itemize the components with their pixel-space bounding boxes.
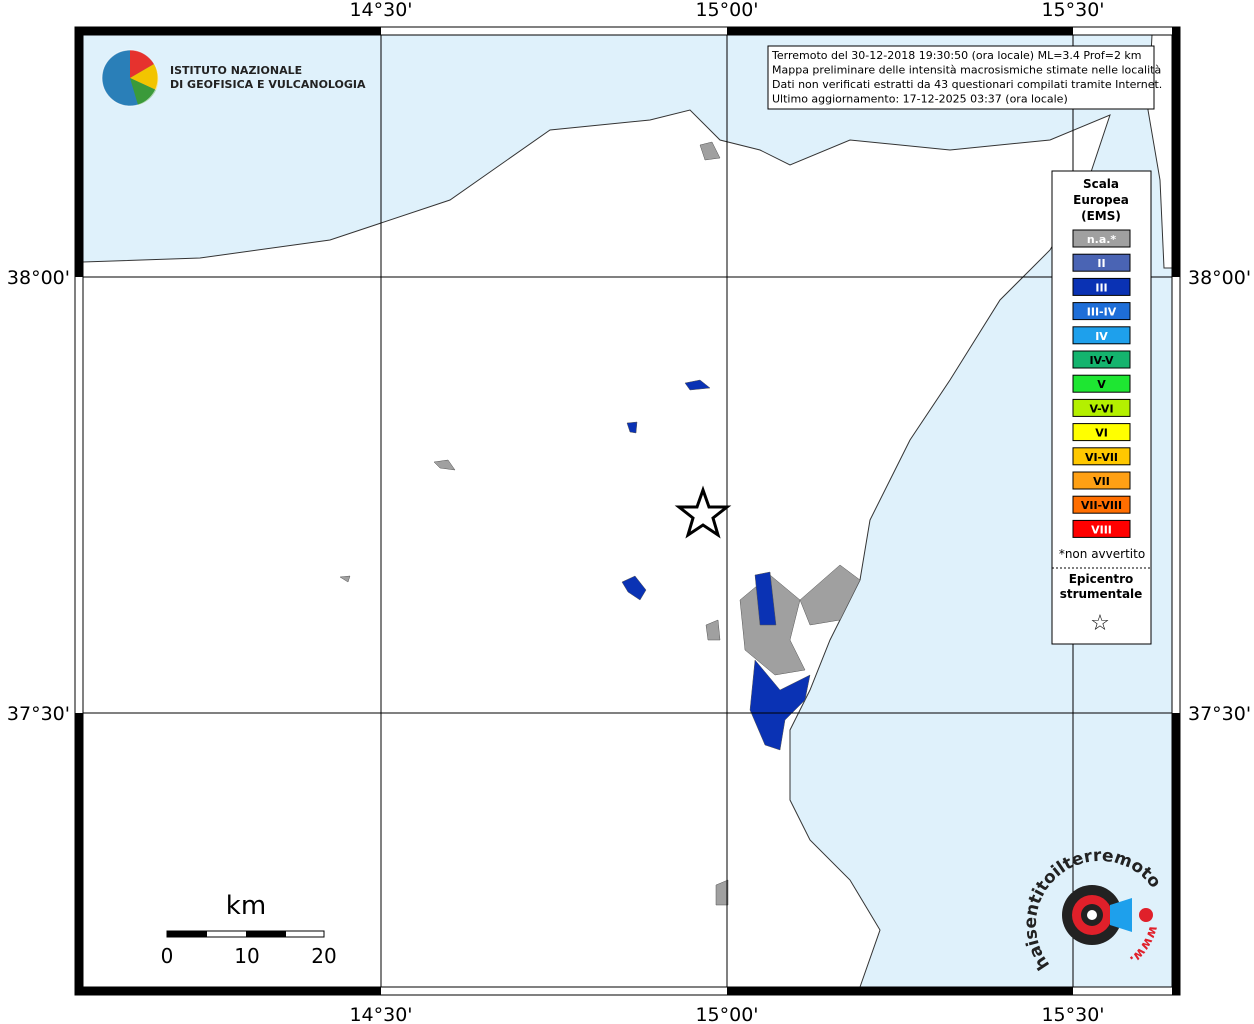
legend-swatch [1072,398,1131,417]
legend-label: II [1097,257,1105,270]
legend-label: IV [1095,330,1108,343]
lon-label: 15°30' [1041,1004,1104,1024]
legend-swatch [1072,447,1131,466]
legend-label: IV-V [1089,354,1114,367]
legend-swatch [1072,423,1131,442]
lon-label: 15°00' [695,0,758,21]
info-box [767,45,1155,110]
legend-note: *non avvertito [1059,547,1145,561]
legend-swatch [1072,374,1131,393]
legend-epicenter: Epicentro [1069,572,1134,586]
scale-label: 0 [161,944,174,968]
legend-swatch [1072,277,1131,296]
legend-label: III [1095,281,1107,294]
legend-label: VI-VII [1085,451,1118,464]
logo-text: ISTITUTO NAZIONALE [170,64,302,77]
scale-bar: km 0 10 20 [161,891,337,968]
legend-label: V-VI [1089,402,1113,415]
lon-label: 14°30' [349,1004,412,1024]
legend-swatch [1072,471,1131,490]
legend-label: VIII [1091,523,1112,536]
logo-text: DI GEOFISICA E VULCANOLOGIA [170,78,366,91]
legend-label: VI [1095,427,1108,440]
info-line: Dati non verificati estratti da 43 quest… [772,78,1162,91]
info-line: Mappa preliminare delle intensità macros… [772,64,1161,77]
legend-label: III-IV [1087,306,1117,319]
lon-label: 14°30' [349,0,412,21]
legend-label: n.a.* [1087,233,1117,246]
legend-swatch [1072,229,1131,248]
legend-swatch [1072,519,1131,538]
legend-title: Europea [1073,193,1129,207]
info-line: Ultimo aggiornamento: 17-12-2025 03:37 (… [772,93,1068,106]
info-line: Terremoto del 30-12-2018 19:30:50 (ora l… [771,49,1142,62]
localities [339,141,861,906]
legend-swatch [1072,495,1131,514]
graticule [83,35,1172,987]
scale-label: 20 [311,944,336,968]
legend-label: V [1097,378,1106,391]
epicenter [674,485,732,539]
ingv-logo: ISTITUTO NAZIONALE DI GEOFISICA E VULCAN… [101,49,366,107]
legend-title: (EMS) [1081,209,1121,223]
lat-label: 38°00' [1188,267,1251,289]
legend-swatch [1072,326,1131,345]
legend-swatch [1072,350,1131,369]
legend-label: VII [1093,475,1110,488]
legend-swatch [1072,302,1131,321]
lat-label: 38°00' [7,267,70,289]
legend-star: ☆ [1090,611,1110,636]
legend-label: VII-VIII [1081,499,1122,512]
scale-unit: km [226,891,266,921]
lat-label: 37°30' [7,703,70,725]
legend-epicenter: strumentale [1060,587,1143,601]
legend-swatch [1072,253,1131,272]
frame [74,26,1181,996]
lon-label: 15°30' [1041,0,1104,21]
lon-label: 15°00' [695,1004,758,1024]
sea [82,34,1173,988]
scale-label: 10 [234,944,259,968]
legend-title: Scala [1083,177,1119,191]
lat-label: 37°30' [1188,703,1251,725]
